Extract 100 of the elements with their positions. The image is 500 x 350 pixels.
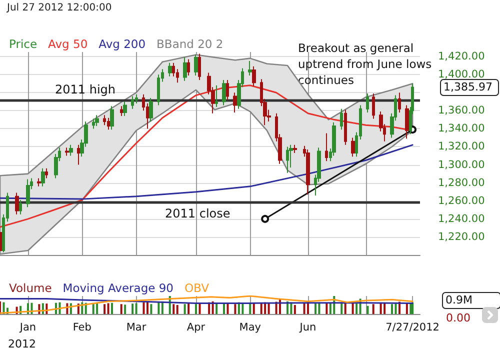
bar [111, 302, 113, 314]
candlestick [77, 144, 80, 166]
bar [158, 302, 160, 314]
bar [198, 303, 201, 314]
candlestick [168, 62, 172, 77]
bar [216, 303, 218, 314]
text: 0.00 [446, 312, 470, 324]
bar [146, 301, 148, 314]
bar [135, 303, 138, 314]
x-tick-label: Jun [298, 322, 316, 334]
bar [234, 304, 236, 314]
bar [384, 302, 386, 314]
candlestick [95, 114, 99, 126]
bar [326, 303, 328, 314]
bar [172, 304, 175, 314]
candlestick [248, 60, 252, 76]
candlestick [344, 109, 347, 146]
y-tick-label: 1,280.00 [438, 176, 485, 189]
x-tick-label: May [239, 322, 261, 334]
candlestick [252, 66, 256, 87]
candlestick [351, 137, 355, 158]
bar [223, 302, 225, 314]
bar [104, 304, 106, 314]
bar [303, 303, 306, 314]
candlestick [306, 148, 310, 196]
bar [260, 303, 262, 314]
bar [391, 304, 393, 314]
candlestick [19, 199, 22, 215]
candlestick [398, 92, 401, 113]
y-tick-label: 1,220.00 [438, 230, 485, 243]
candlestick [405, 104, 409, 140]
candlestick [215, 84, 218, 108]
text: 0.9M [446, 294, 472, 306]
bar [195, 304, 197, 314]
candlestick [293, 144, 297, 154]
candlestick [187, 58, 190, 76]
y-tick-label: 1,420.00 [438, 50, 485, 63]
bar [142, 302, 145, 314]
chart-subtitle: Jul 27 2012 12:00:00 [6, 2, 112, 14]
bar [268, 303, 270, 314]
candlestick [233, 92, 237, 113]
candlestick [226, 79, 229, 100]
x-tick-label: Mar [126, 322, 147, 334]
bar [366, 306, 369, 314]
candlestick [107, 117, 110, 130]
bar [372, 304, 374, 314]
candlestick [120, 106, 123, 117]
bar [176, 305, 178, 314]
series-label: Moving Average 90 [62, 281, 174, 295]
bar [120, 304, 122, 314]
candlestick [340, 108, 343, 130]
candlestick [123, 101, 127, 117]
candlestick [131, 96, 134, 110]
bar [406, 302, 408, 314]
bar [356, 304, 358, 314]
line-series [0, 144, 414, 200]
annotation: Breakout as general uptrend from June lows continues [298, 41, 436, 87]
candlestick [65, 147, 69, 156]
y-tick-label: 1,400.00 [438, 68, 485, 81]
bar [188, 303, 190, 314]
text: 2012 [8, 338, 36, 350]
y-tick-label: 1,240.00 [438, 212, 485, 225]
candlestick [198, 53, 201, 80]
bar [96, 303, 98, 314]
candlestick [37, 178, 41, 187]
series-label: OBV [184, 281, 210, 295]
candlestick [372, 93, 375, 120]
y-tick-label: 1,340.00 [438, 122, 485, 135]
candlestick [222, 79, 226, 106]
candlestick [41, 168, 45, 187]
text: 1,385.97 [444, 80, 492, 94]
bar [226, 303, 229, 314]
bar [184, 304, 186, 314]
text: Avg 200 [98, 37, 146, 51]
text: Avg 50 [48, 37, 88, 51]
candlestick [286, 146, 289, 174]
x-tick-label: Feb [72, 322, 92, 334]
candlestick [194, 54, 198, 76]
candlestick [45, 168, 48, 179]
bar [107, 303, 110, 314]
y-tick-label: 1,360.00 [438, 104, 485, 117]
candlestick [15, 192, 19, 215]
bar [242, 303, 244, 314]
bar [294, 305, 296, 314]
candlestick [325, 132, 328, 162]
candlestick [149, 98, 153, 122]
candlestick [183, 56, 187, 82]
candlestick [92, 118, 95, 130]
bar [380, 303, 382, 314]
bar [132, 304, 134, 314]
bar [394, 303, 397, 314]
x-tick-label: 7/27/2012 [386, 322, 440, 334]
y-tick-label: 1,320.00 [438, 140, 485, 153]
bar [252, 304, 255, 314]
ref-line-label: 2011 high [55, 82, 116, 97]
y-tick-label: 1,300.00 [438, 158, 485, 171]
candlestick [26, 178, 30, 208]
text: Price [9, 37, 38, 51]
series-label: Volume [9, 281, 52, 295]
bar [314, 303, 316, 314]
